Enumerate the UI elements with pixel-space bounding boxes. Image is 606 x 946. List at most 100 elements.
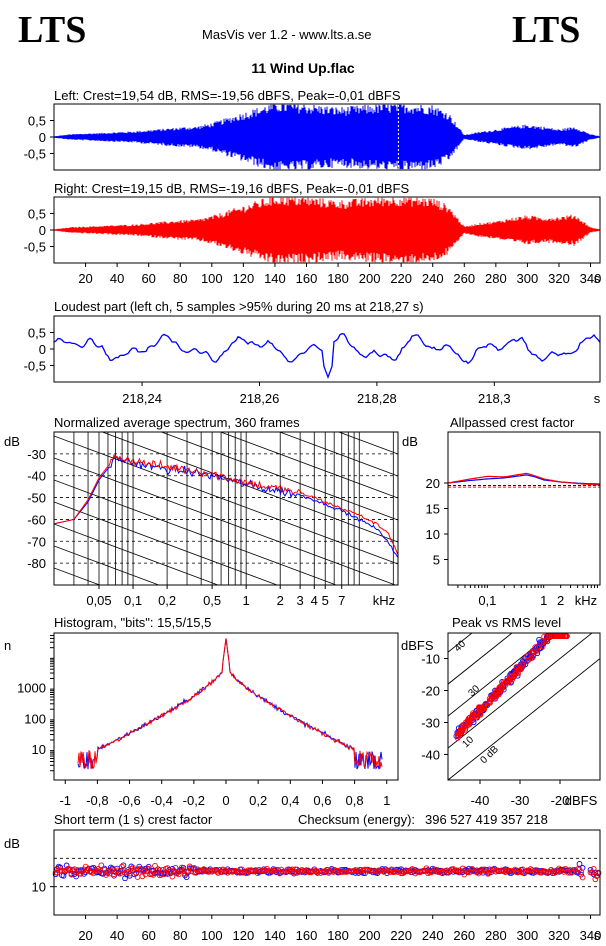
x-tick-label: 100 bbox=[201, 928, 223, 943]
x-tick-label: 240 bbox=[422, 928, 444, 943]
x-tick-label: 7 bbox=[338, 593, 345, 608]
crest-point-right bbox=[177, 868, 184, 874]
checksum-label: Checksum (energy): bbox=[298, 812, 415, 827]
crest-point-left bbox=[73, 873, 79, 880]
crest-point-right bbox=[317, 870, 324, 876]
x-tick-label: s bbox=[594, 391, 601, 406]
y-tick-label: -10 bbox=[421, 652, 440, 667]
x-tick-label: 180 bbox=[327, 271, 349, 286]
peak-rms-point-right bbox=[458, 727, 465, 733]
crest-point-right bbox=[450, 866, 457, 872]
spectrum-series-right bbox=[54, 454, 398, 555]
slope-line bbox=[54, 634, 398, 762]
x-tick-label: 80 bbox=[173, 271, 187, 286]
peak-rms-point-right bbox=[473, 712, 480, 719]
x-tick-label: 218,28 bbox=[357, 391, 397, 406]
peak-rms-point-right bbox=[473, 714, 480, 721]
crest-point-right bbox=[125, 869, 132, 875]
slope-line bbox=[54, 678, 398, 806]
x-tick-label: 218,26 bbox=[240, 391, 280, 406]
x-tick-label: 0 bbox=[222, 793, 229, 808]
crest-point-right bbox=[153, 867, 160, 874]
x-tick-label: 100 bbox=[201, 271, 223, 286]
slope-line bbox=[54, 435, 398, 565]
crest-point-left bbox=[576, 861, 583, 867]
y-tick-label: 1000 bbox=[17, 681, 46, 696]
spectrum-chart: Normalized average spectrum, 360 frames d… bbox=[4, 415, 399, 806]
x-tick-label: 200 bbox=[359, 271, 381, 286]
histogram-series-right bbox=[77, 638, 383, 770]
x-tick-label: 340 bbox=[580, 928, 602, 943]
crest-point-right bbox=[595, 869, 602, 876]
crest-point-right bbox=[455, 869, 461, 875]
crest-diagonal-label: 0 dB bbox=[478, 744, 501, 766]
y-tick-label: -0,5 bbox=[24, 147, 46, 162]
x-tick-label: 20 bbox=[78, 928, 92, 943]
left-waveform-chart: Left: Crest=19,54 dB, RMS=-19,56 dBFS, P… bbox=[24, 88, 601, 171]
crest-point-right bbox=[578, 869, 584, 875]
crest-point-left bbox=[178, 866, 185, 873]
peak-rms-point-right bbox=[476, 704, 482, 710]
x-axis-label: kHz bbox=[373, 593, 395, 608]
y-tick-label: -0,5 bbox=[24, 359, 46, 374]
slope-line bbox=[54, 590, 398, 718]
y-tick-label: 0,5 bbox=[28, 207, 46, 222]
x-tick-label: 4 bbox=[311, 593, 318, 608]
lts-logo-left: LTS bbox=[18, 9, 87, 51]
crest-point-right bbox=[178, 864, 185, 871]
peak-rms-point-right bbox=[511, 673, 517, 680]
crest-point-right bbox=[593, 873, 600, 879]
x-tick-label: 260 bbox=[453, 928, 475, 943]
plot-frame bbox=[53, 431, 399, 586]
x-tick-label: 0,05 bbox=[86, 593, 111, 608]
x-tick-label: 320 bbox=[548, 271, 570, 286]
crest-point-right bbox=[139, 873, 146, 880]
x-tick-label: 40 bbox=[110, 271, 124, 286]
slope-line bbox=[54, 612, 398, 740]
x-tick-label: -1 bbox=[59, 793, 71, 808]
plot-frame bbox=[53, 196, 601, 264]
spectrum-plot-area bbox=[54, 432, 398, 806]
x-tick-label: 220 bbox=[390, 271, 412, 286]
right-waveform-chart: Right: Crest=19,15 dB, RMS=-19,16 dBFS, … bbox=[24, 181, 602, 286]
peak-rms-point-right bbox=[486, 699, 493, 706]
crest-point-right bbox=[55, 865, 62, 871]
crest-point-right bbox=[219, 866, 226, 873]
plot-frame bbox=[53, 103, 601, 171]
x-tick-label: 0,5 bbox=[203, 593, 221, 608]
y-tick-label: -20 bbox=[421, 684, 440, 699]
crest-diagonal bbox=[448, 633, 593, 749]
x-axis-label: kHz bbox=[575, 593, 597, 608]
peak-rms-point-right bbox=[476, 707, 483, 714]
x-tick-label: 300 bbox=[517, 271, 539, 286]
x-tick-label: -40 bbox=[471, 793, 490, 808]
right-waveform-trace bbox=[54, 197, 600, 263]
peak-rms-point-right bbox=[534, 644, 541, 651]
slope-line bbox=[160, 432, 398, 521]
x-tick-label: -0,4 bbox=[150, 793, 172, 808]
slope-line bbox=[54, 479, 338, 585]
x-tick-label: 1 bbox=[383, 793, 390, 808]
crest-point-right bbox=[485, 870, 491, 877]
peak-rms-point-right bbox=[546, 633, 552, 640]
loudest-part-chart: Loudest part (left ch, 5 samples >95% du… bbox=[24, 299, 601, 406]
x-tick-label: s bbox=[594, 928, 601, 943]
x-tick-label: -0,8 bbox=[86, 793, 108, 808]
crest-diagonal-label: 30 bbox=[466, 683, 482, 699]
crest-point-right bbox=[240, 869, 247, 876]
x-tick-label: 120 bbox=[233, 928, 255, 943]
crest-point-right bbox=[98, 862, 105, 869]
crest-series-right bbox=[447, 472, 601, 486]
crest-point-right bbox=[103, 872, 109, 878]
crest-point-right bbox=[119, 863, 125, 870]
slope-line bbox=[219, 432, 398, 499]
peak-rms-point-right bbox=[504, 677, 511, 684]
peak-rms-point-right bbox=[520, 662, 527, 669]
x-tick-label: -20 bbox=[551, 793, 570, 808]
crest-point-right bbox=[158, 871, 165, 878]
peak-rms-point-right bbox=[500, 681, 507, 688]
x-tick-label: 160 bbox=[296, 928, 318, 943]
crest-point-right bbox=[161, 871, 168, 877]
